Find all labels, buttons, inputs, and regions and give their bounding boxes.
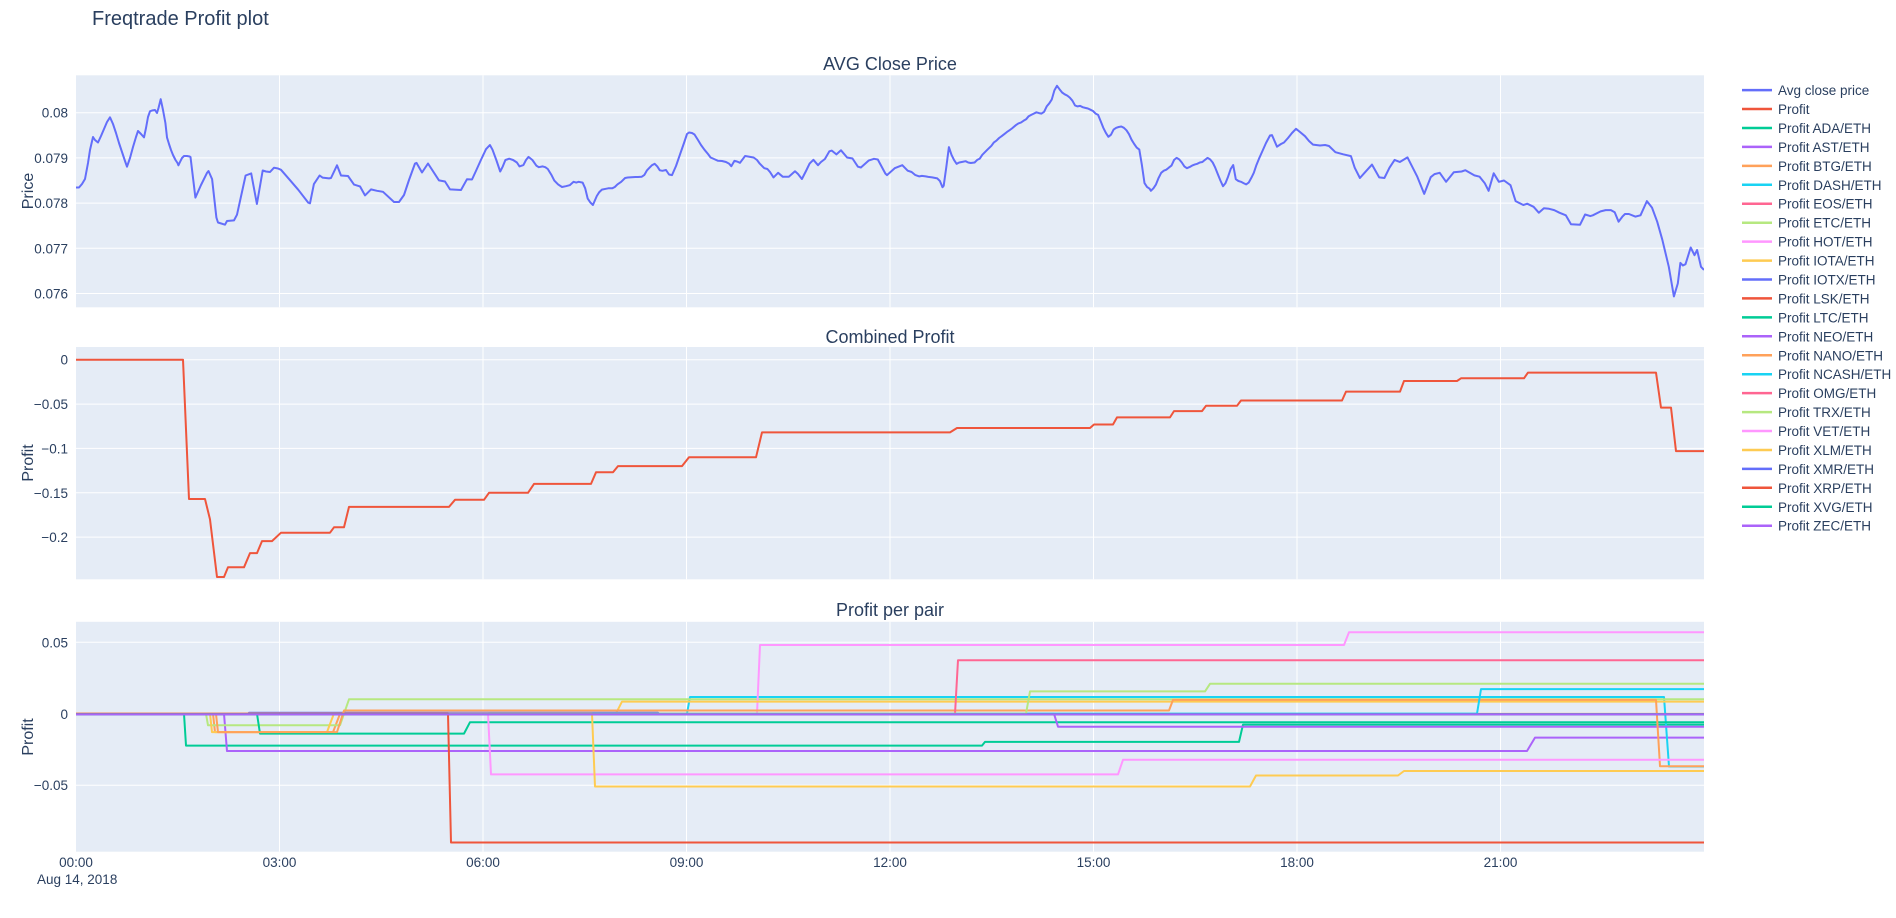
svg-text:0.077: 0.077 bbox=[34, 241, 68, 256]
svg-text:21:00: 21:00 bbox=[1484, 855, 1518, 870]
svg-text:0.08: 0.08 bbox=[42, 106, 68, 121]
svg-text:0: 0 bbox=[60, 353, 68, 368]
svg-text:Profit: Profit bbox=[20, 444, 37, 482]
svg-text:Profit NEO/ETH: Profit NEO/ETH bbox=[1778, 329, 1873, 344]
svg-text:Aug 14, 2018: Aug 14, 2018 bbox=[37, 872, 117, 887]
svg-text:−0.05: −0.05 bbox=[34, 397, 68, 412]
svg-text:Profit LTC/ETH: Profit LTC/ETH bbox=[1778, 310, 1869, 325]
svg-text:Profit XVG/ETH: Profit XVG/ETH bbox=[1778, 500, 1873, 515]
svg-text:Freqtrade Profit plot: Freqtrade Profit plot bbox=[92, 8, 269, 30]
svg-text:18:00: 18:00 bbox=[1280, 855, 1314, 870]
svg-text:Profit VET/ETH: Profit VET/ETH bbox=[1778, 424, 1870, 439]
svg-text:Profit XLM/ETH: Profit XLM/ETH bbox=[1778, 443, 1872, 458]
svg-text:Profit NCASH/ETH: Profit NCASH/ETH bbox=[1778, 367, 1891, 382]
svg-text:Profit BTG/ETH: Profit BTG/ETH bbox=[1778, 159, 1872, 174]
svg-text:Combined Profit: Combined Profit bbox=[825, 327, 954, 347]
svg-text:−0.2: −0.2 bbox=[41, 530, 68, 545]
svg-text:Profit LSK/ETH: Profit LSK/ETH bbox=[1778, 291, 1870, 306]
svg-text:Profit ADA/ETH: Profit ADA/ETH bbox=[1778, 121, 1871, 136]
svg-text:Profit XMR/ETH: Profit XMR/ETH bbox=[1778, 462, 1874, 477]
svg-text:Profit TRX/ETH: Profit TRX/ETH bbox=[1778, 405, 1871, 420]
svg-text:−0.15: −0.15 bbox=[34, 486, 68, 501]
svg-text:Profit IOTA/ETH: Profit IOTA/ETH bbox=[1778, 254, 1875, 269]
svg-text:Profit ZEC/ETH: Profit ZEC/ETH bbox=[1778, 519, 1871, 534]
svg-text:0.078: 0.078 bbox=[34, 196, 68, 211]
svg-text:Profit per pair: Profit per pair bbox=[836, 600, 944, 620]
svg-text:Profit NANO/ETH: Profit NANO/ETH bbox=[1778, 348, 1883, 363]
svg-text:0.05: 0.05 bbox=[42, 635, 68, 650]
svg-text:0.079: 0.079 bbox=[34, 151, 68, 166]
svg-text:06:00: 06:00 bbox=[466, 855, 500, 870]
svg-text:09:00: 09:00 bbox=[670, 855, 704, 870]
svg-text:12:00: 12:00 bbox=[873, 855, 907, 870]
svg-text:Profit XRP/ETH: Profit XRP/ETH bbox=[1778, 481, 1872, 496]
svg-text:Profit DASH/ETH: Profit DASH/ETH bbox=[1778, 178, 1882, 193]
svg-text:Profit EOS/ETH: Profit EOS/ETH bbox=[1778, 197, 1873, 212]
svg-text:Price: Price bbox=[20, 173, 37, 210]
svg-text:0: 0 bbox=[60, 707, 68, 722]
svg-text:Avg close price: Avg close price bbox=[1778, 83, 1869, 98]
svg-text:00:00: 00:00 bbox=[59, 855, 93, 870]
svg-text:AVG Close Price: AVG Close Price bbox=[823, 54, 957, 74]
svg-text:03:00: 03:00 bbox=[263, 855, 297, 870]
svg-text:−0.1: −0.1 bbox=[41, 441, 68, 456]
svg-text:Profit ETC/ETH: Profit ETC/ETH bbox=[1778, 216, 1871, 231]
svg-text:Profit: Profit bbox=[1778, 102, 1810, 117]
svg-text:Profit IOTX/ETH: Profit IOTX/ETH bbox=[1778, 273, 1876, 288]
svg-text:Profit HOT/ETH: Profit HOT/ETH bbox=[1778, 235, 1873, 250]
svg-text:−0.05: −0.05 bbox=[34, 778, 68, 793]
svg-text:15:00: 15:00 bbox=[1077, 855, 1111, 870]
svg-text:0.076: 0.076 bbox=[34, 287, 68, 302]
svg-text:Profit AST/ETH: Profit AST/ETH bbox=[1778, 140, 1870, 155]
svg-text:Profit OMG/ETH: Profit OMG/ETH bbox=[1778, 386, 1876, 401]
svg-text:Profit: Profit bbox=[20, 718, 37, 756]
